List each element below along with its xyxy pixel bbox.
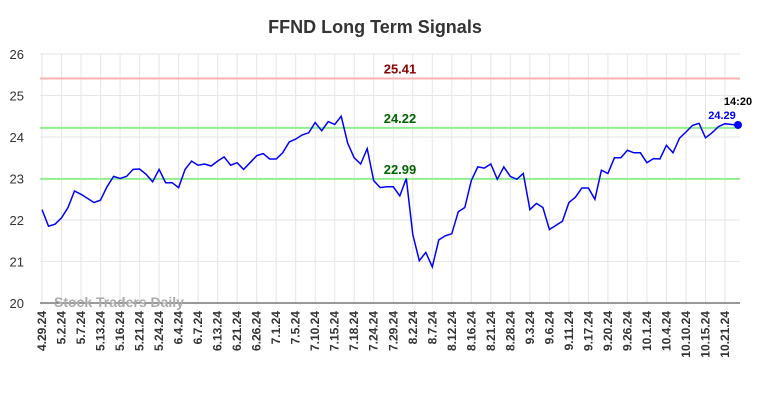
x-tick-label: 5.21.24 xyxy=(133,311,147,351)
x-tick-label: 8.16.24 xyxy=(464,311,478,351)
x-tick-label: 4.29.24 xyxy=(35,311,49,351)
x-tick-label: 8.12.24 xyxy=(445,311,459,351)
x-tick-label: 10.4.24 xyxy=(659,311,673,351)
x-tick-label: 7.15.24 xyxy=(328,311,342,351)
signal-label: 25.41 xyxy=(384,61,417,76)
x-tick-label: 6.26.24 xyxy=(250,311,264,351)
y-tick-label: 26 xyxy=(10,47,24,62)
x-tick-label: 8.21.24 xyxy=(484,311,498,351)
watermark: Stock Traders Daily xyxy=(54,294,184,310)
price-line xyxy=(41,114,739,270)
signal-label: 24.22 xyxy=(384,111,417,126)
x-tick-label: 7.5.24 xyxy=(289,311,303,345)
x-tick-label: 7.1.24 xyxy=(269,311,283,345)
x-tick-label: 7.18.24 xyxy=(347,311,361,351)
x-tick-label: 8.7.24 xyxy=(425,311,439,345)
y-tick-label: 20 xyxy=(10,296,24,311)
x-tick-label: 10.10.24 xyxy=(679,311,693,358)
x-tick-label: 5.24.24 xyxy=(152,311,166,351)
x-tick-label: 7.24.24 xyxy=(367,311,381,351)
y-tick-label: 21 xyxy=(10,255,24,270)
last-point xyxy=(734,120,742,129)
x-tick-label: 6.7.24 xyxy=(191,311,205,345)
y-tick-label: 25 xyxy=(10,89,24,104)
signal-label: 22.99 xyxy=(384,162,417,177)
x-tick-label: 7.29.24 xyxy=(386,311,400,351)
x-tick-label: 5.7.24 xyxy=(74,311,88,345)
x-tick-label: 9.3.24 xyxy=(523,311,537,345)
x-tick-label: 6.4.24 xyxy=(172,311,186,345)
chart-title: FFND Long Term Signals xyxy=(268,17,482,37)
x-tick-label: 6.21.24 xyxy=(230,311,244,351)
x-tick-label: 8.2.24 xyxy=(406,311,420,345)
x-tick-label: 8.28.24 xyxy=(503,311,517,351)
x-tick-label: 5.13.24 xyxy=(94,311,108,351)
x-tick-label: 9.11.24 xyxy=(562,311,576,351)
y-tick-label: 24 xyxy=(10,130,24,145)
x-tick-label: 6.13.24 xyxy=(211,311,225,351)
x-tick-label: 5.16.24 xyxy=(113,311,127,351)
x-tick-label: 5.2.24 xyxy=(55,311,69,345)
last-value: 24.29 xyxy=(708,110,736,122)
x-tick-label: 10.21.24 xyxy=(718,311,732,358)
y-tick-label: 22 xyxy=(10,213,24,228)
x-tick-label: 7.10.24 xyxy=(308,311,322,351)
x-tick-label: 9.20.24 xyxy=(601,311,615,351)
x-tick-label: 9.6.24 xyxy=(542,311,556,345)
x-tick-label: 10.1.24 xyxy=(640,311,654,351)
last-time: 14:20 xyxy=(724,96,752,108)
y-tick-label: 23 xyxy=(10,172,24,187)
x-tick-label: 10.15.24 xyxy=(698,311,712,358)
x-tick-label: 9.26.24 xyxy=(620,311,634,351)
x-tick-label: 9.17.24 xyxy=(581,311,595,351)
